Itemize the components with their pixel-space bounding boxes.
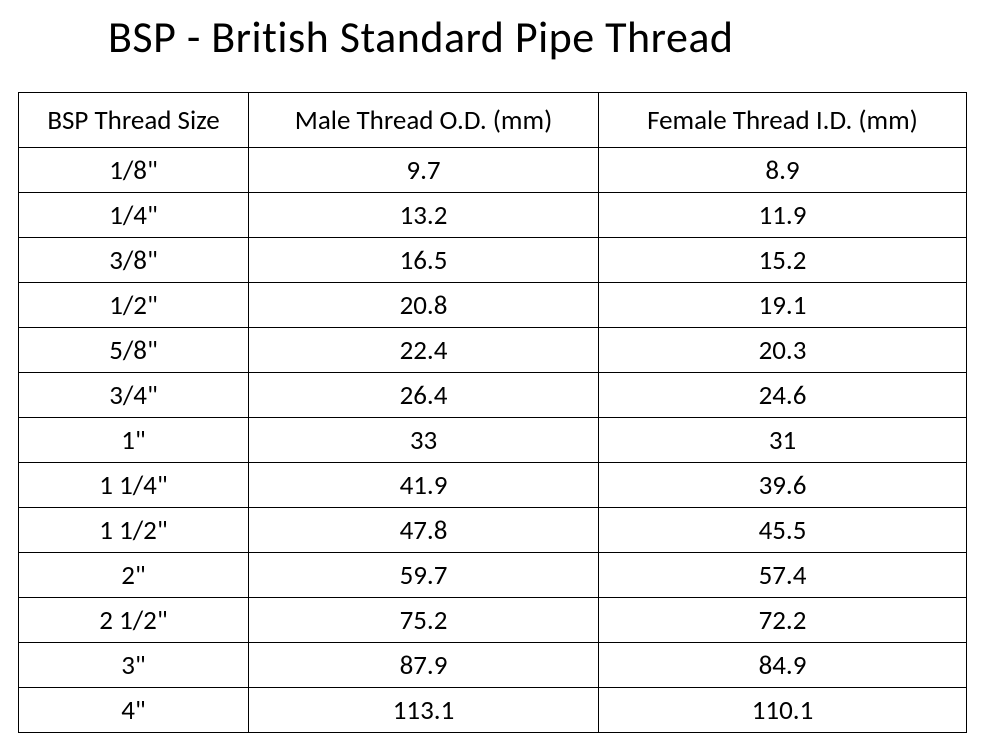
table-row: 5/8" 22.4 20.3 <box>19 328 967 373</box>
cell-size: 3/8" <box>19 238 249 283</box>
cell-male-od: 13.2 <box>249 193 599 238</box>
table-row: 2" 59.7 57.4 <box>19 553 967 598</box>
cell-male-od: 59.7 <box>249 553 599 598</box>
cell-male-od: 33 <box>249 418 599 463</box>
cell-female-id: 72.2 <box>599 598 967 643</box>
cell-size: 1/8" <box>19 148 249 193</box>
cell-size: 1/4" <box>19 193 249 238</box>
cell-female-id: 24.6 <box>599 373 967 418</box>
cell-male-od: 75.2 <box>249 598 599 643</box>
cell-female-id: 57.4 <box>599 553 967 598</box>
table-row: 1/4" 13.2 11.9 <box>19 193 967 238</box>
cell-size: 1 1/4" <box>19 463 249 508</box>
table-body: 1/8" 9.7 8.9 1/4" 13.2 11.9 3/8" 16.5 15… <box>19 148 967 733</box>
cell-female-id: 31 <box>599 418 967 463</box>
table-row: 1 1/4" 41.9 39.6 <box>19 463 967 508</box>
table-row: 3/8" 16.5 15.2 <box>19 238 967 283</box>
cell-female-id: 15.2 <box>599 238 967 283</box>
cell-male-od: 16.5 <box>249 238 599 283</box>
cell-size: 2 1/2" <box>19 598 249 643</box>
col-header-male-od: Male Thread O.D. (mm) <box>249 93 599 148</box>
cell-size: 1" <box>19 418 249 463</box>
table-row: 2 1/2" 75.2 72.2 <box>19 598 967 643</box>
table-row: 1" 33 31 <box>19 418 967 463</box>
page-container: BSP - British Standard Pipe Thread BSP T… <box>0 0 984 751</box>
cell-size: 5/8" <box>19 328 249 373</box>
cell-size: 1 1/2" <box>19 508 249 553</box>
cell-female-id: 39.6 <box>599 463 967 508</box>
cell-size: 2" <box>19 553 249 598</box>
cell-male-od: 41.9 <box>249 463 599 508</box>
table-row: 1/8" 9.7 8.9 <box>19 148 967 193</box>
cell-female-id: 110.1 <box>599 688 967 733</box>
table-row: 1 1/2" 47.8 45.5 <box>19 508 967 553</box>
cell-size: 3/4" <box>19 373 249 418</box>
bsp-table: BSP Thread Size Male Thread O.D. (mm) Fe… <box>18 92 967 733</box>
cell-size: 4" <box>19 688 249 733</box>
col-header-female-id: Female Thread I.D. (mm) <box>599 93 967 148</box>
cell-female-id: 20.3 <box>599 328 967 373</box>
cell-male-od: 87.9 <box>249 643 599 688</box>
cell-male-od: 26.4 <box>249 373 599 418</box>
table-row: 4" 113.1 110.1 <box>19 688 967 733</box>
table-header-row: BSP Thread Size Male Thread O.D. (mm) Fe… <box>19 93 967 148</box>
cell-female-id: 11.9 <box>599 193 967 238</box>
cell-female-id: 19.1 <box>599 283 967 328</box>
cell-male-od: 47.8 <box>249 508 599 553</box>
cell-male-od: 113.1 <box>249 688 599 733</box>
cell-female-id: 45.5 <box>599 508 967 553</box>
col-header-size: BSP Thread Size <box>19 93 249 148</box>
cell-male-od: 22.4 <box>249 328 599 373</box>
table-row: 3" 87.9 84.9 <box>19 643 967 688</box>
cell-size: 3" <box>19 643 249 688</box>
cell-size: 1/2" <box>19 283 249 328</box>
cell-female-id: 84.9 <box>599 643 967 688</box>
cell-male-od: 9.7 <box>249 148 599 193</box>
table-row: 1/2" 20.8 19.1 <box>19 283 967 328</box>
cell-male-od: 20.8 <box>249 283 599 328</box>
page-title: BSP - British Standard Pipe Thread <box>108 10 966 64</box>
table-row: 3/4" 26.4 24.6 <box>19 373 967 418</box>
cell-female-id: 8.9 <box>599 148 967 193</box>
